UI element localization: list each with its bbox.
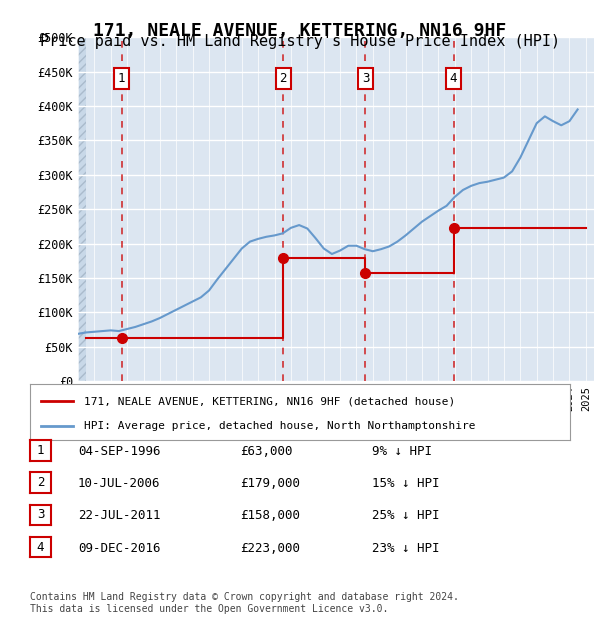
Text: £179,000: £179,000 bbox=[240, 477, 300, 490]
Text: Contains HM Land Registry data © Crown copyright and database right 2024.
This d: Contains HM Land Registry data © Crown c… bbox=[30, 592, 459, 614]
Text: 4: 4 bbox=[450, 72, 457, 85]
Text: 2: 2 bbox=[37, 476, 44, 489]
Text: £158,000: £158,000 bbox=[240, 510, 300, 522]
Text: 22-JUL-2011: 22-JUL-2011 bbox=[78, 510, 161, 522]
Text: 2: 2 bbox=[280, 72, 287, 85]
Text: 171, NEALE AVENUE, KETTERING, NN16 9HF (detached house): 171, NEALE AVENUE, KETTERING, NN16 9HF (… bbox=[84, 396, 455, 406]
Text: 1: 1 bbox=[37, 444, 44, 457]
Text: 04-SEP-1996: 04-SEP-1996 bbox=[78, 445, 161, 458]
Text: HPI: Average price, detached house, North Northamptonshire: HPI: Average price, detached house, Nort… bbox=[84, 421, 476, 432]
Text: 3: 3 bbox=[362, 72, 369, 85]
Text: 10-JUL-2006: 10-JUL-2006 bbox=[78, 477, 161, 490]
Text: 15% ↓ HPI: 15% ↓ HPI bbox=[372, 477, 439, 490]
Text: £63,000: £63,000 bbox=[240, 445, 293, 458]
Text: 09-DEC-2016: 09-DEC-2016 bbox=[78, 542, 161, 554]
Text: 23% ↓ HPI: 23% ↓ HPI bbox=[372, 542, 439, 554]
Text: 25% ↓ HPI: 25% ↓ HPI bbox=[372, 510, 439, 522]
Bar bbox=[78, 37, 86, 381]
Text: 171, NEALE AVENUE, KETTERING, NN16 9HF: 171, NEALE AVENUE, KETTERING, NN16 9HF bbox=[94, 22, 506, 40]
Text: 1: 1 bbox=[118, 72, 125, 85]
Text: £223,000: £223,000 bbox=[240, 542, 300, 554]
Text: Price paid vs. HM Land Registry's House Price Index (HPI): Price paid vs. HM Land Registry's House … bbox=[40, 34, 560, 49]
Text: 4: 4 bbox=[37, 541, 44, 554]
Text: 9% ↓ HPI: 9% ↓ HPI bbox=[372, 445, 432, 458]
Text: 3: 3 bbox=[37, 508, 44, 521]
